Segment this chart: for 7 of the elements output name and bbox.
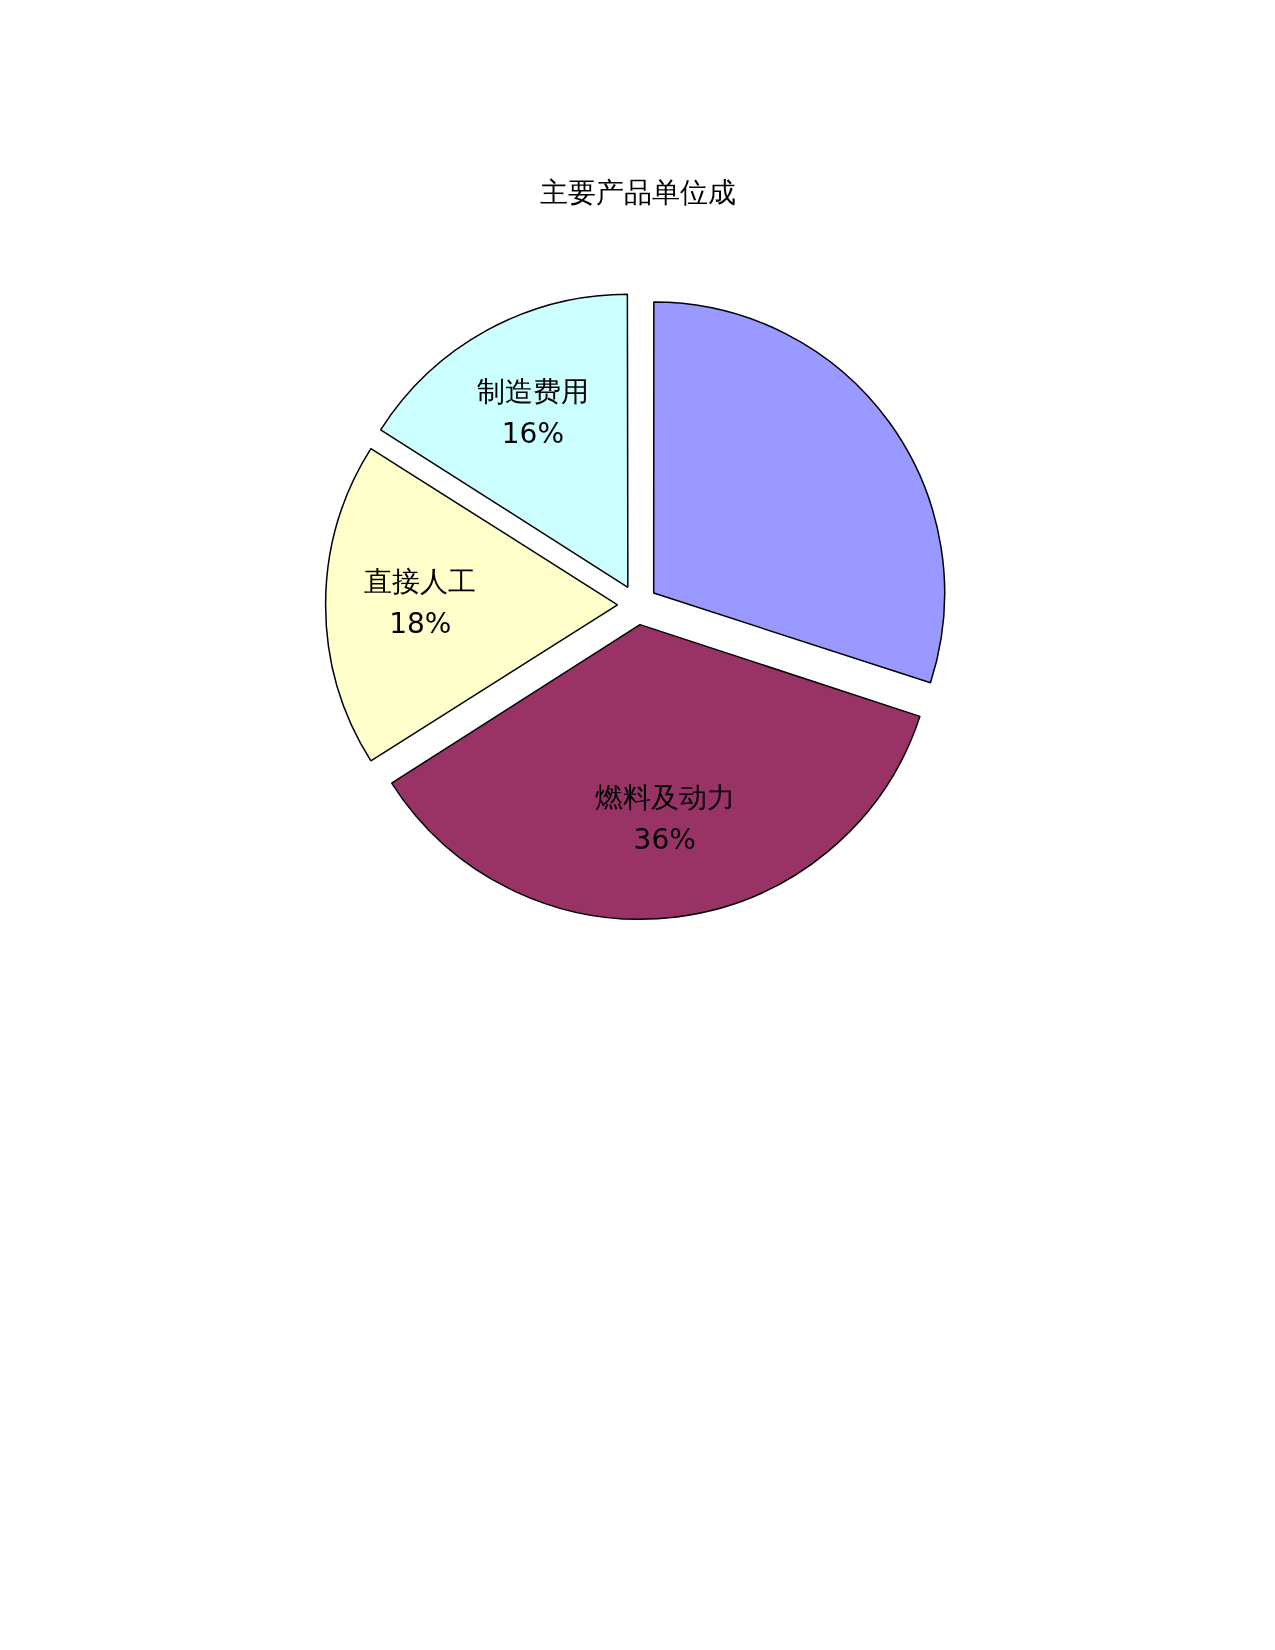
slice-label: 燃料及动力 (594, 780, 735, 814)
chart-title: 主要产品单位成 (539, 176, 736, 210)
slice-label: 制造费用 (476, 374, 589, 408)
slice-label: 直接人工 (364, 565, 477, 599)
data-label: 16% (501, 416, 564, 450)
data-label: 18% (389, 607, 452, 641)
data-label: 36% (633, 822, 696, 856)
